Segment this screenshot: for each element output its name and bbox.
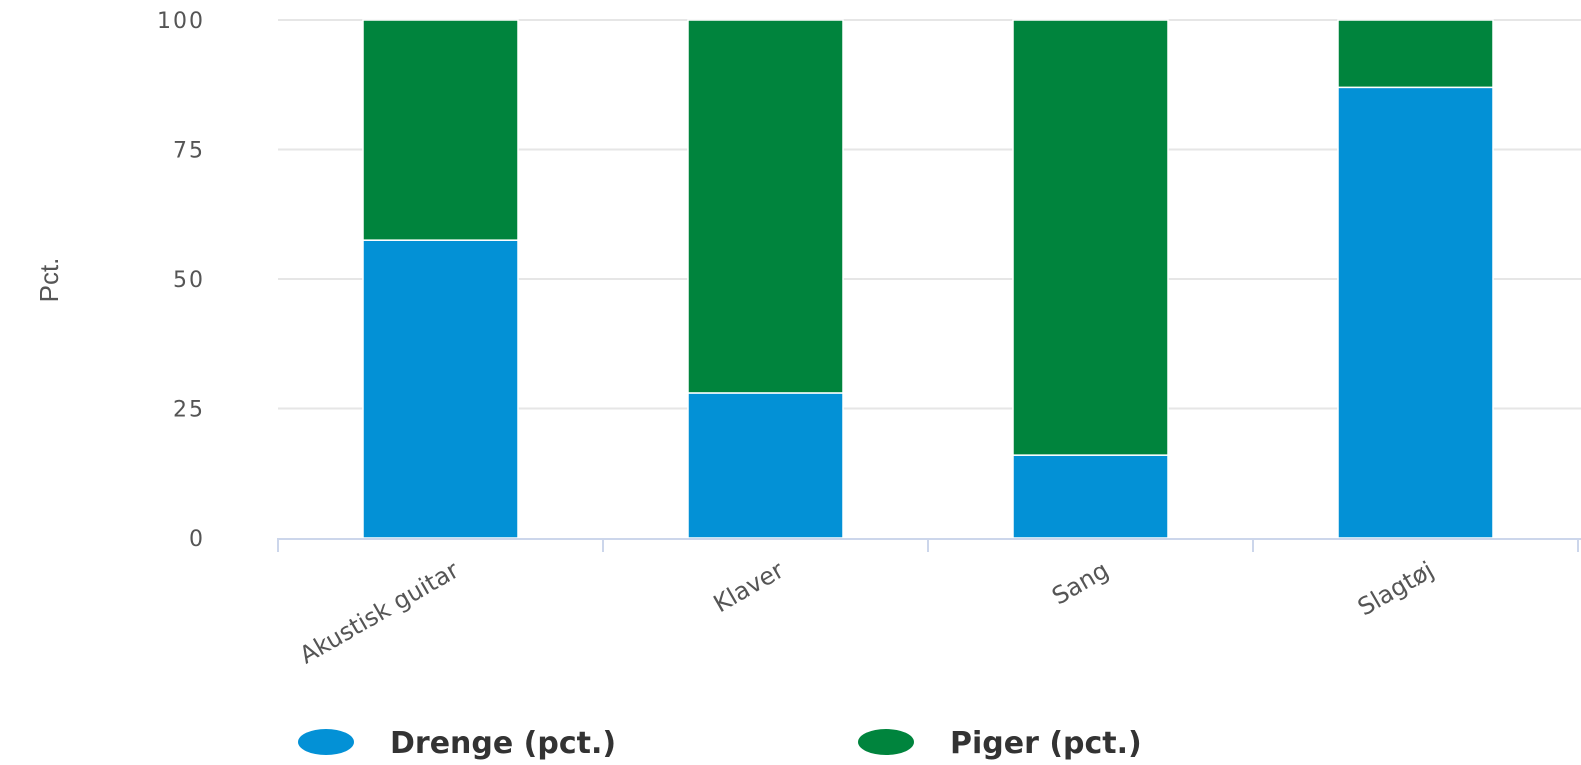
bar-piger-0[interactable] <box>362 19 519 241</box>
legend-swatch <box>298 729 354 755</box>
bar-drenge-0[interactable] <box>362 239 519 539</box>
legend-label: Piger (pct.) <box>950 726 1142 761</box>
y-tick-label: 100 <box>157 9 205 34</box>
legend-swatch <box>858 729 914 755</box>
y-axis-label: Pct. <box>34 258 64 303</box>
bar-piger-1[interactable] <box>687 19 844 394</box>
y-axis-ticks: 0 25 50 75 100 <box>157 9 205 552</box>
x-category-label: Akustisk guitar <box>295 556 464 670</box>
x-category-label: Slagtøj <box>1353 556 1439 622</box>
legend-item-drenge[interactable]: Drenge (pct.) <box>298 726 616 761</box>
bar-drenge-3[interactable] <box>1337 86 1494 539</box>
x-category-label: Klaver <box>709 556 789 618</box>
bars <box>362 19 1494 539</box>
bar-piger-2[interactable] <box>1012 19 1169 456</box>
x-axis-labels: Akustisk guitar Klaver Sang Slagtøj <box>295 556 1439 670</box>
x-axis <box>277 538 1581 552</box>
legend[interactable]: Drenge (pct.) Piger (pct.) <box>298 726 1142 761</box>
legend-label: Drenge (pct.) <box>390 726 616 761</box>
x-category-label: Sang <box>1047 556 1113 610</box>
bar-drenge-2[interactable] <box>1012 454 1169 539</box>
y-tick-label: 0 <box>189 527 205 552</box>
y-tick-label: 75 <box>173 139 205 164</box>
y-tick-label: 50 <box>173 268 205 293</box>
bar-drenge-1[interactable] <box>687 392 844 539</box>
bar-piger-3[interactable] <box>1337 19 1494 89</box>
legend-item-piger[interactable]: Piger (pct.) <box>858 726 1142 761</box>
y-tick-label: 25 <box>173 398 205 423</box>
